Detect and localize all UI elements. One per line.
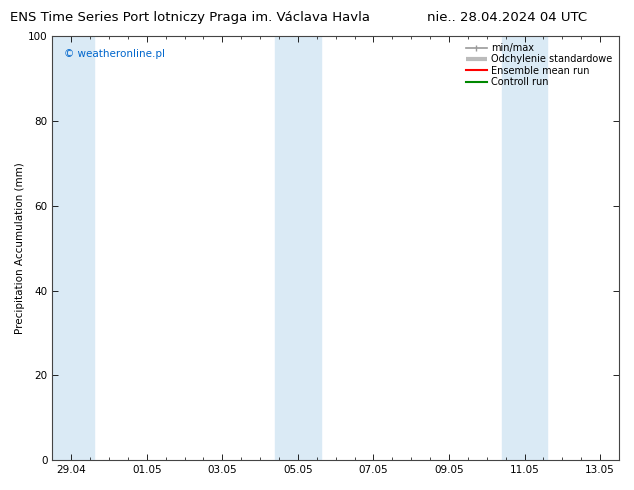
- Y-axis label: Precipitation Accumulation (mm): Precipitation Accumulation (mm): [15, 162, 25, 334]
- Bar: [275, 36, 321, 460]
- Legend: min/max, Odchylenie standardowe, Ensemble mean run, Controll run: min/max, Odchylenie standardowe, Ensembl…: [463, 41, 614, 89]
- Bar: [502, 36, 547, 460]
- Text: nie.. 28.04.2024 04 UTC: nie.. 28.04.2024 04 UTC: [427, 11, 587, 24]
- Text: © weatheronline.pl: © weatheronline.pl: [63, 49, 165, 59]
- Bar: [48, 36, 94, 460]
- Text: ENS Time Series Port lotniczy Praga im. Václava Havla: ENS Time Series Port lotniczy Praga im. …: [10, 11, 370, 24]
